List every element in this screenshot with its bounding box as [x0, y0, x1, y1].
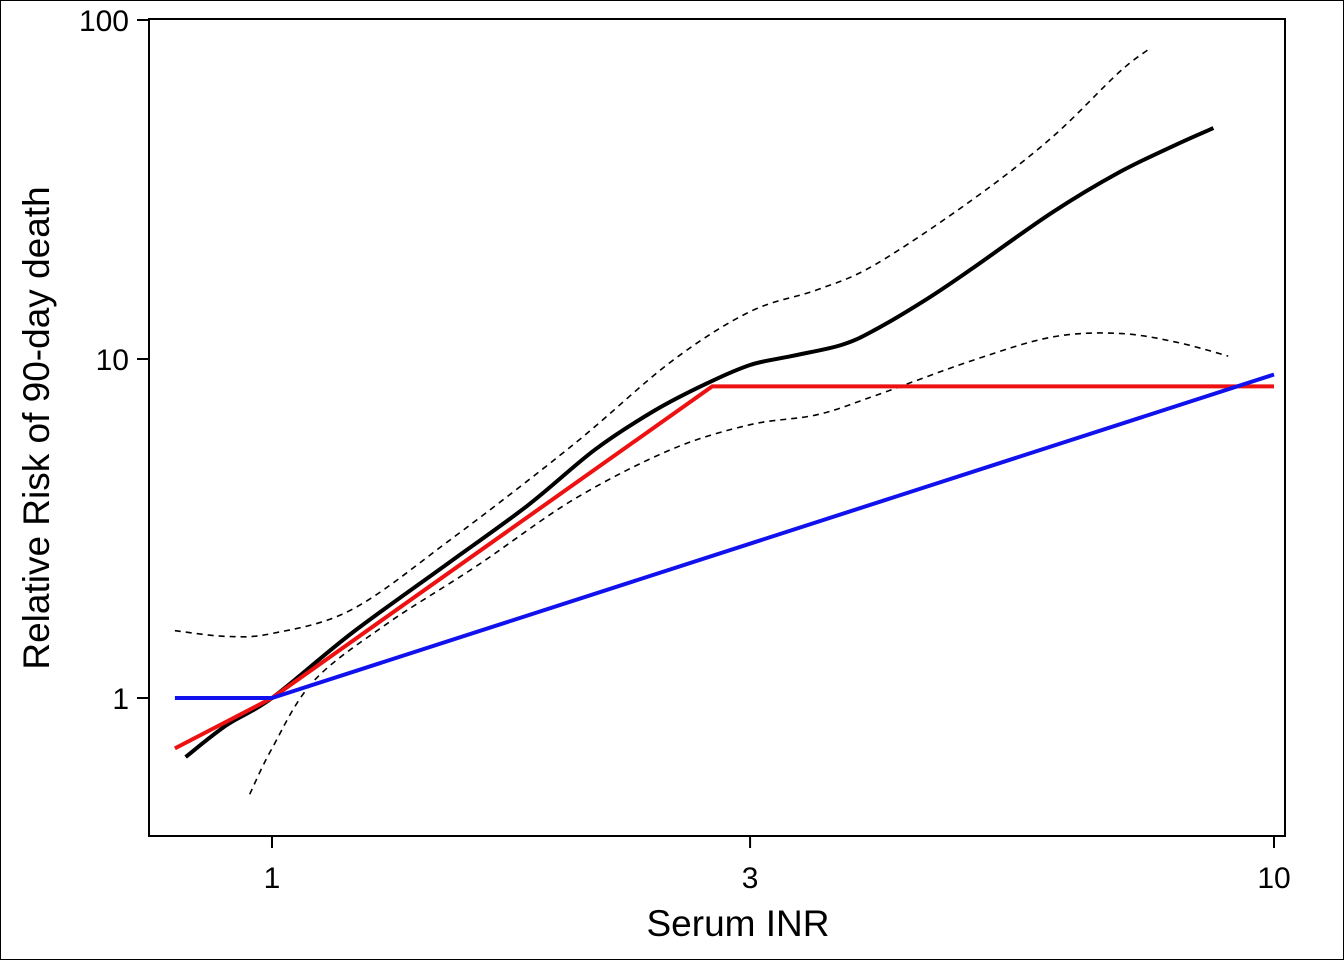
y-tick-label: 10 [96, 344, 129, 377]
series-layer [173, 48, 1275, 795]
x-axis: 1 3 10 [264, 836, 1291, 895]
series-line-linear [174, 372, 1275, 700]
series-line-piecewise [173, 384, 1274, 751]
x-tick-label: 1 [264, 862, 281, 895]
y-axis: 1 10 100 [79, 5, 149, 716]
series-line-lower-ci [248, 332, 1229, 795]
plot-area-border [148, 18, 1286, 837]
series-line-upper-ci [174, 48, 1150, 638]
y-axis-title: Relative Risk of 90-day death [16, 186, 57, 669]
y-tick-label: 100 [79, 5, 129, 38]
x-tick-label: 3 [742, 862, 759, 895]
x-tick-label: 10 [1257, 862, 1290, 895]
series-line-spline [184, 126, 1215, 759]
y-tick-label: 1 [112, 683, 129, 716]
x-axis-title: Serum INR [647, 903, 830, 944]
